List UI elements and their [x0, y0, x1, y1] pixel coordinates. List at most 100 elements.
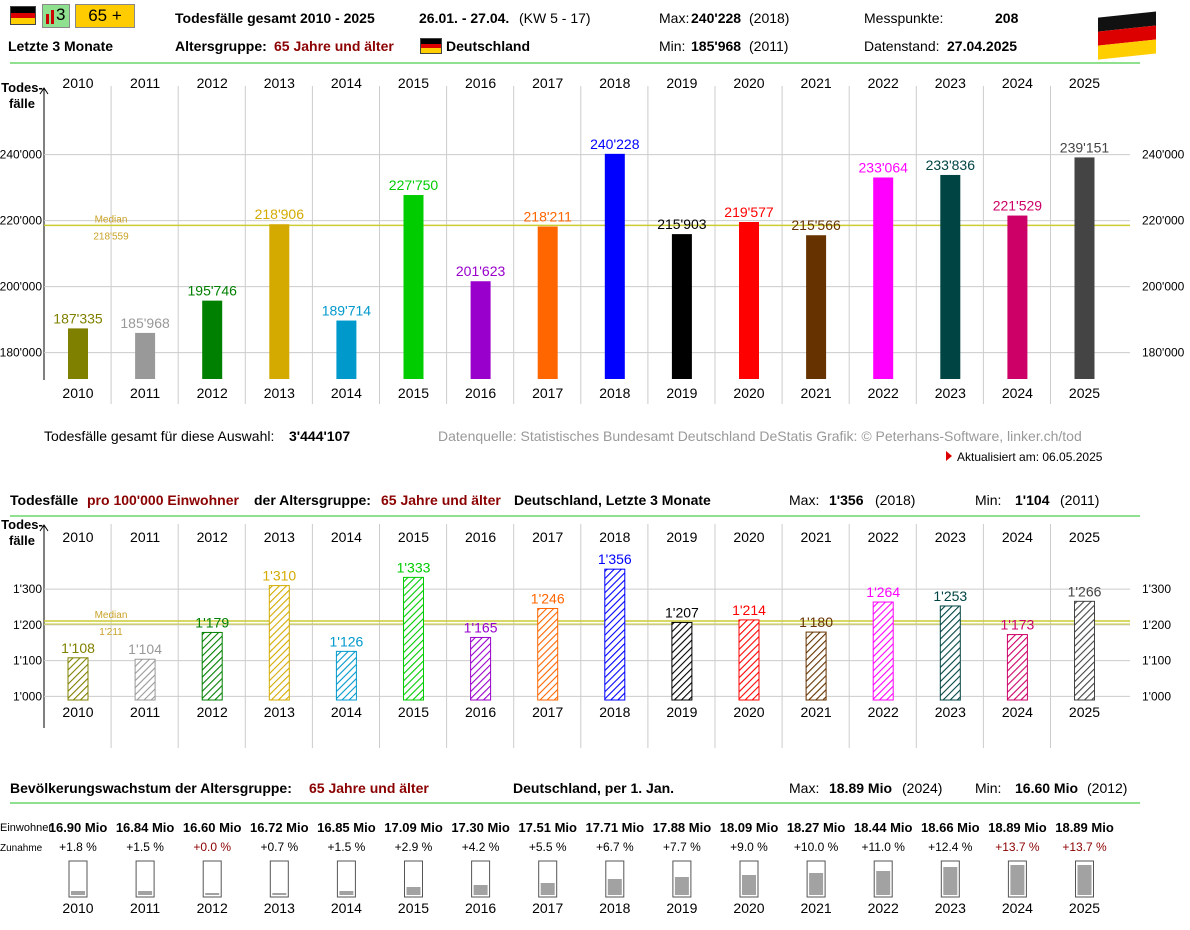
growth-gauge [336, 860, 356, 898]
y-tick-label-right: 1'300 [1142, 582, 1171, 596]
y-axis-arrow [39, 524, 49, 532]
growth-gauge [269, 860, 289, 898]
x-tick-label-bottom: 2016 [465, 704, 496, 720]
bar-value-label: 221'529 [993, 198, 1043, 214]
x-tick-label-top: 2013 [264, 75, 295, 91]
bar-value-label: 195'746 [188, 283, 238, 299]
section2-title-e: Deutschland, Letzte 3 Monate [514, 492, 711, 508]
messpunkte-value: 208 [995, 10, 1019, 26]
bar-2012 [201, 631, 223, 701]
chart-type-button[interactable]: 3 [42, 4, 70, 28]
bar-value-label: 233'064 [859, 159, 909, 175]
x-tick-label-top: 2019 [666, 529, 697, 545]
x-tick-label-top: 2012 [197, 529, 228, 545]
x-tick-label-bottom: 2013 [264, 385, 295, 401]
x-tick-label-bottom: 2025 [1069, 704, 1100, 720]
y-tick-label-left: 200'000 [0, 280, 42, 294]
y-tick-label-left: 1'200 [13, 618, 42, 632]
y-tick-label-right: 240'000 [1142, 148, 1185, 162]
bar-2012 [202, 300, 223, 379]
growth-value: +1.5 % [126, 840, 164, 854]
x-tick-label: 2012 [197, 900, 228, 916]
population-growth-chart: Einwohner Zunahme 16.90 Mio +1.8 % 2010 16.84… [0, 820, 1114, 916]
bar-value-label: 233'836 [926, 157, 976, 173]
bar-value-label: 189'714 [322, 303, 372, 319]
age-group-button[interactable]: 65 + [75, 4, 135, 28]
x-tick-label-top: 2020 [733, 75, 764, 91]
x-tick-label-bottom: 2025 [1069, 385, 1100, 401]
x-tick-label-bottom: 2011 [130, 385, 160, 401]
bar-value-label: 1'246 [531, 590, 565, 606]
bar-value-label: 1'266 [1068, 583, 1102, 599]
median-value-label: 1'211 [99, 627, 123, 638]
section3-title-b: 65 Jahre und älter [309, 780, 429, 796]
bar-value-label: 218'906 [255, 206, 305, 222]
bar-2023 [940, 174, 961, 379]
growth-gauge-fill [1010, 865, 1025, 895]
section2-title-c: der Altersgruppe: [254, 492, 371, 508]
bar-value-label: 1'165 [464, 619, 498, 635]
bar-2022 [872, 601, 894, 701]
x-tick-label-top: 2014 [331, 75, 362, 91]
bar-2025 [1074, 600, 1095, 701]
x-tick-label: 2020 [733, 900, 764, 916]
bar-value-label: 1'310 [262, 568, 296, 584]
deaths-total-chart: Todes-fälle 180'000 180'000 200'000 200'000 2… [0, 75, 1185, 404]
bar-2024 [1007, 215, 1028, 379]
bar-2013 [268, 585, 290, 701]
growth-value: +0.7 % [260, 840, 298, 854]
bar-value-label: 1'104 [128, 641, 162, 657]
y-tick-label-left: 220'000 [0, 214, 42, 228]
min-label: Min: [659, 38, 686, 54]
bar-2016 [470, 636, 492, 701]
x-tick-label: 2014 [331, 900, 362, 916]
x-tick-label-bottom: 2021 [801, 704, 832, 720]
section3-min-year: (2012) [1087, 780, 1128, 796]
x-tick-label-bottom: 2015 [398, 385, 429, 401]
play-icon[interactable] [946, 451, 952, 461]
section2-title-d: 65 Jahre und älter [381, 492, 501, 508]
y-tick-label-right: 1'200 [1142, 618, 1171, 632]
growth-gauge-fill [876, 871, 891, 895]
germany-flag-icon[interactable] [10, 6, 36, 25]
x-tick-label: 2019 [666, 900, 697, 916]
bar-2019 [671, 234, 692, 379]
bar-value-label: 1'180 [799, 614, 833, 630]
x-tick-label-bottom: 2010 [62, 385, 93, 401]
y-tick-label-left: 1'000 [13, 689, 42, 703]
x-tick-label-bottom: 2016 [465, 385, 496, 401]
population-value: 17.51 Mio [518, 820, 577, 835]
bar-2011 [134, 658, 156, 701]
max-year: (2018) [749, 10, 790, 26]
growth-gauge-fill [1077, 865, 1092, 895]
x-tick-label: 2011 [130, 900, 160, 916]
growth-gauge-fill [138, 891, 153, 895]
x-tick-label-bottom: 2019 [666, 385, 697, 401]
growth-value: +2.9 % [395, 840, 433, 854]
population-value: 18.66 Mio [921, 820, 980, 835]
x-tick-label-top: 2014 [331, 529, 362, 545]
population-value: 16.85 Mio [317, 820, 376, 835]
x-tick-label-top: 2021 [801, 75, 832, 91]
period-range: 26.01. - 27.04. [419, 10, 510, 26]
section2-max-value: 1'356 [829, 492, 864, 508]
bar-value-label: 1'253 [933, 588, 967, 604]
growth-gauge-fill [339, 891, 354, 895]
calendar-weeks: (KW 5 - 17) [519, 10, 591, 26]
chart-icon-label: 3 [56, 5, 66, 24]
bar-2023 [939, 605, 961, 701]
growth-value: +12.4 % [928, 840, 973, 854]
growth-value: +13.7 % [995, 840, 1040, 854]
bar-2021 [805, 631, 827, 701]
bar-value-label: 1'214 [732, 602, 766, 618]
x-tick-label-top: 2011 [130, 75, 160, 91]
section3-max-label: Max: [789, 780, 820, 796]
x-tick-label-bottom: 2024 [1002, 704, 1033, 720]
section3-title-c: Deutschland, per 1. Jan. [513, 780, 675, 796]
messpunkte-label: Messpunkte: [864, 10, 944, 26]
bar-2017 [537, 607, 559, 701]
section3-max-year: (2024) [902, 780, 943, 796]
x-tick-label-bottom: 2024 [1002, 385, 1033, 401]
x-tick-label-top: 2015 [398, 75, 429, 91]
bar-2020 [738, 619, 760, 701]
